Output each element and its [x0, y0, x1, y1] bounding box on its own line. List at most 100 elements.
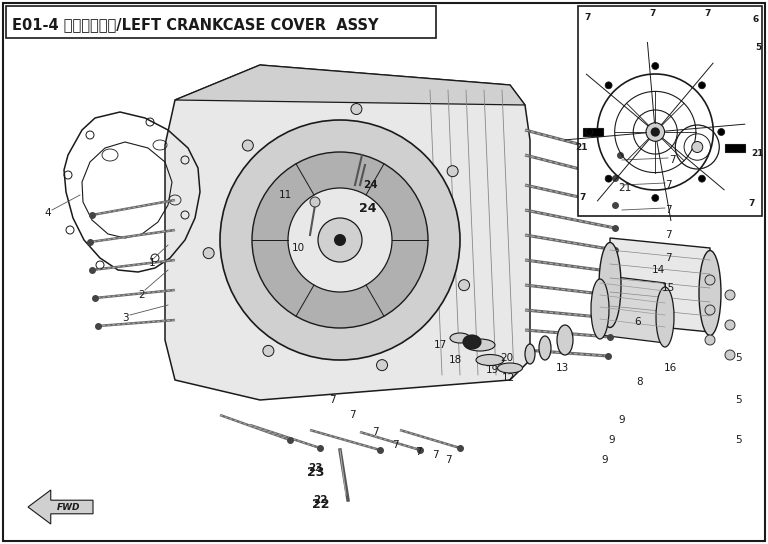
Text: 14: 14 — [651, 265, 664, 275]
Text: 7: 7 — [749, 200, 755, 208]
Circle shape — [447, 166, 458, 177]
Polygon shape — [600, 275, 665, 343]
Text: 7: 7 — [584, 14, 591, 22]
Ellipse shape — [465, 339, 495, 351]
Circle shape — [204, 248, 214, 258]
Text: 5: 5 — [735, 395, 741, 405]
Text: 18: 18 — [449, 355, 462, 365]
Circle shape — [652, 195, 659, 201]
Text: 7: 7 — [705, 9, 711, 18]
Text: 5: 5 — [735, 435, 741, 445]
Circle shape — [288, 188, 392, 292]
Text: 16: 16 — [664, 363, 677, 373]
Ellipse shape — [476, 355, 504, 366]
Circle shape — [698, 82, 706, 89]
Ellipse shape — [699, 250, 721, 336]
Text: 2: 2 — [139, 290, 145, 300]
Bar — [578, 6, 762, 216]
Text: 12: 12 — [502, 373, 515, 383]
Circle shape — [351, 103, 362, 115]
Circle shape — [376, 360, 388, 370]
Text: 15: 15 — [661, 283, 674, 293]
Text: 5: 5 — [755, 44, 761, 53]
Text: 7: 7 — [664, 253, 671, 263]
Text: E01-4 左曲轴算盖组/LEFT CRANKCASE COVER  ASSY: E01-4 左曲轴算盖组/LEFT CRANKCASE COVER ASSY — [12, 17, 379, 33]
Circle shape — [692, 141, 703, 152]
Circle shape — [705, 335, 715, 345]
Circle shape — [646, 123, 664, 141]
Text: 23: 23 — [308, 463, 323, 473]
Text: 11: 11 — [278, 190, 292, 200]
Text: 7: 7 — [329, 395, 336, 405]
Text: 7: 7 — [580, 194, 586, 202]
Text: 7: 7 — [392, 440, 399, 450]
Circle shape — [698, 175, 706, 182]
Text: FWD: FWD — [57, 503, 80, 511]
Text: 19: 19 — [485, 365, 498, 375]
Text: 7: 7 — [664, 180, 671, 190]
Ellipse shape — [463, 335, 481, 349]
Circle shape — [725, 350, 735, 360]
Text: 7: 7 — [669, 155, 675, 165]
Text: 21: 21 — [576, 143, 588, 151]
Circle shape — [318, 218, 362, 262]
Text: 17: 17 — [433, 340, 447, 350]
Ellipse shape — [525, 344, 535, 364]
Text: 6: 6 — [634, 317, 641, 327]
Circle shape — [605, 82, 612, 89]
Text: 22: 22 — [313, 498, 329, 510]
Text: 7: 7 — [372, 427, 379, 437]
Text: 8: 8 — [637, 377, 644, 387]
Text: 7: 7 — [650, 9, 656, 18]
Text: 24: 24 — [359, 201, 377, 214]
Circle shape — [605, 175, 612, 182]
Text: 22: 22 — [313, 495, 327, 505]
Bar — [583, 128, 603, 136]
Text: 7: 7 — [415, 447, 422, 457]
Circle shape — [652, 63, 659, 70]
Ellipse shape — [599, 243, 621, 327]
Bar — [725, 144, 745, 152]
Text: 7: 7 — [445, 455, 452, 465]
Text: 24: 24 — [362, 180, 377, 190]
Ellipse shape — [656, 287, 674, 347]
Ellipse shape — [591, 279, 609, 339]
Circle shape — [310, 197, 320, 207]
Circle shape — [243, 140, 253, 151]
Ellipse shape — [557, 325, 573, 355]
Text: 13: 13 — [555, 363, 568, 373]
Text: 10: 10 — [291, 243, 305, 253]
Circle shape — [263, 345, 274, 356]
Polygon shape — [28, 490, 93, 524]
Ellipse shape — [498, 363, 522, 373]
Text: 20: 20 — [501, 353, 514, 363]
Circle shape — [718, 128, 725, 135]
Text: 1: 1 — [149, 258, 155, 268]
Circle shape — [252, 152, 428, 328]
Circle shape — [220, 120, 460, 360]
Ellipse shape — [539, 336, 551, 360]
Circle shape — [725, 290, 735, 300]
Text: 6: 6 — [753, 15, 759, 24]
Circle shape — [650, 127, 660, 137]
Text: 9: 9 — [609, 435, 615, 445]
Circle shape — [705, 305, 715, 315]
Polygon shape — [165, 65, 530, 400]
Circle shape — [334, 234, 346, 246]
Circle shape — [705, 275, 715, 285]
Polygon shape — [175, 65, 525, 105]
Bar — [6, 6, 436, 38]
Text: 21: 21 — [618, 183, 631, 193]
Text: 23: 23 — [307, 466, 325, 479]
Text: 7: 7 — [349, 410, 356, 420]
Text: 21: 21 — [751, 150, 763, 158]
Polygon shape — [610, 238, 710, 332]
Text: 7: 7 — [664, 230, 671, 240]
Text: 5: 5 — [735, 353, 741, 363]
Circle shape — [586, 128, 593, 135]
Circle shape — [458, 280, 469, 290]
Text: 9: 9 — [619, 415, 625, 425]
Text: 9: 9 — [601, 455, 608, 465]
Text: 3: 3 — [121, 313, 128, 323]
Text: 7: 7 — [664, 205, 671, 215]
